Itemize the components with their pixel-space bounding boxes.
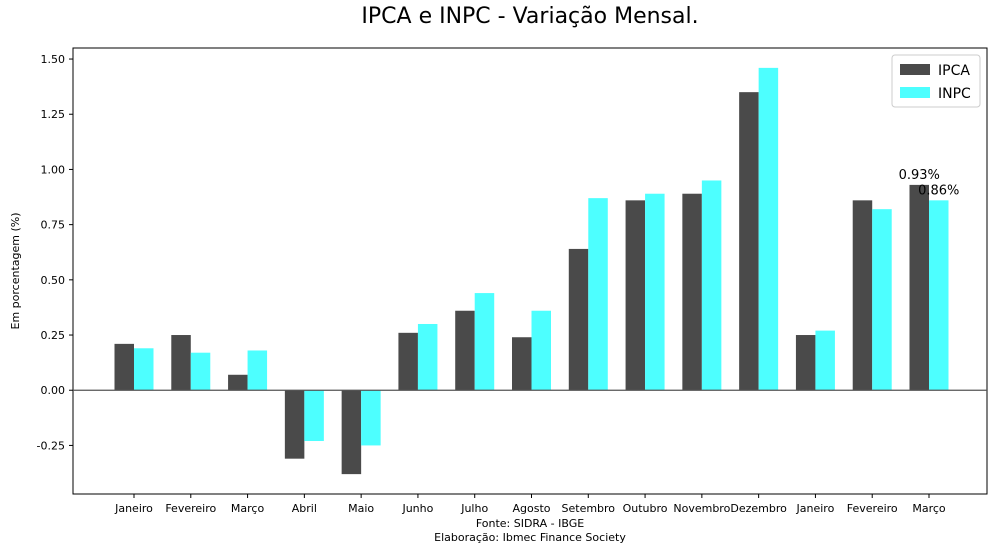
legend-label: IPCA: [938, 63, 970, 79]
legend-swatch: [900, 87, 930, 98]
bar-ipca: [512, 337, 532, 391]
x-tick-label: Fevereiro: [847, 502, 898, 515]
credit-note: Elaboração: Ibmec Finance Society: [434, 531, 626, 544]
bar-inpc: [304, 390, 324, 442]
bar-ipca: [284, 390, 305, 459]
data-label: 0.86%: [918, 183, 959, 198]
y-tick-label: 0.00: [41, 384, 66, 397]
x-tick-label: Dezembro: [730, 502, 787, 515]
bar-inpc: [929, 200, 949, 391]
bar-ipca: [739, 92, 759, 391]
bar-inpc: [645, 193, 665, 391]
legend-label: INPC: [938, 86, 971, 102]
bar-inpc: [247, 350, 268, 391]
y-tick-label: -0.25: [37, 439, 65, 452]
bar-ipca: [568, 248, 589, 391]
y-tick-label: 1.25: [41, 108, 66, 121]
x-tick-label: Junho: [401, 502, 433, 515]
y-axis-label: Em porcentagem (%): [9, 213, 22, 330]
bar-inpc: [417, 323, 438, 391]
x-tick-label: Novembro: [673, 502, 730, 515]
bar-inpc: [361, 390, 381, 446]
bar-ipca: [398, 332, 418, 391]
bar-inpc: [701, 180, 722, 391]
x-tick-label: Abril: [292, 502, 317, 515]
x-tick-label: Março: [231, 502, 265, 515]
y-tick-label: 1.00: [41, 163, 66, 176]
x-tick-label: Maio: [348, 502, 374, 515]
x-tick-label: Outubro: [623, 502, 668, 515]
bar-ipca: [852, 200, 873, 391]
bar-ipca: [795, 335, 816, 391]
x-tick-label: Janeiro: [114, 502, 153, 515]
bar-inpc: [134, 348, 154, 391]
bar-inpc: [474, 293, 495, 391]
bar-ipca: [909, 184, 929, 391]
y-tick-label: 1.50: [41, 53, 66, 66]
source-note: Fonte: SIDRA - IBGE: [475, 517, 585, 530]
y-tick-label: 0.25: [41, 329, 66, 342]
x-tick-label: Janeiro: [796, 502, 835, 515]
bar-ipca: [341, 390, 362, 475]
bar-inpc: [190, 352, 211, 391]
legend-swatch: [900, 64, 930, 75]
plot-frame: [72, 47, 988, 495]
bar-inpc: [815, 330, 835, 391]
y-tick-label: 0.50: [41, 274, 66, 287]
bar-ipca: [625, 200, 646, 391]
bar-inpc: [531, 310, 551, 391]
bar-inpc: [872, 209, 892, 391]
bar-inpc: [758, 67, 779, 391]
data-label: 0.93%: [899, 168, 940, 183]
y-tick-label: 0.75: [41, 219, 66, 232]
chart-title: IPCA e INPC - Variação Mensal.: [361, 4, 699, 29]
x-tick-label: Março: [912, 502, 946, 515]
bar-ipca: [228, 374, 248, 391]
bar-ipca: [455, 310, 475, 391]
x-tick-label: Julho: [460, 502, 488, 515]
x-tick-label: Fevereiro: [165, 502, 216, 515]
bar-ipca: [171, 335, 191, 391]
x-tick-label: Setembro: [562, 502, 616, 515]
bar-ipca: [682, 193, 702, 391]
bar-ipca: [114, 343, 134, 391]
bar-inpc: [588, 198, 608, 391]
x-tick-label: Agosto: [512, 502, 550, 515]
